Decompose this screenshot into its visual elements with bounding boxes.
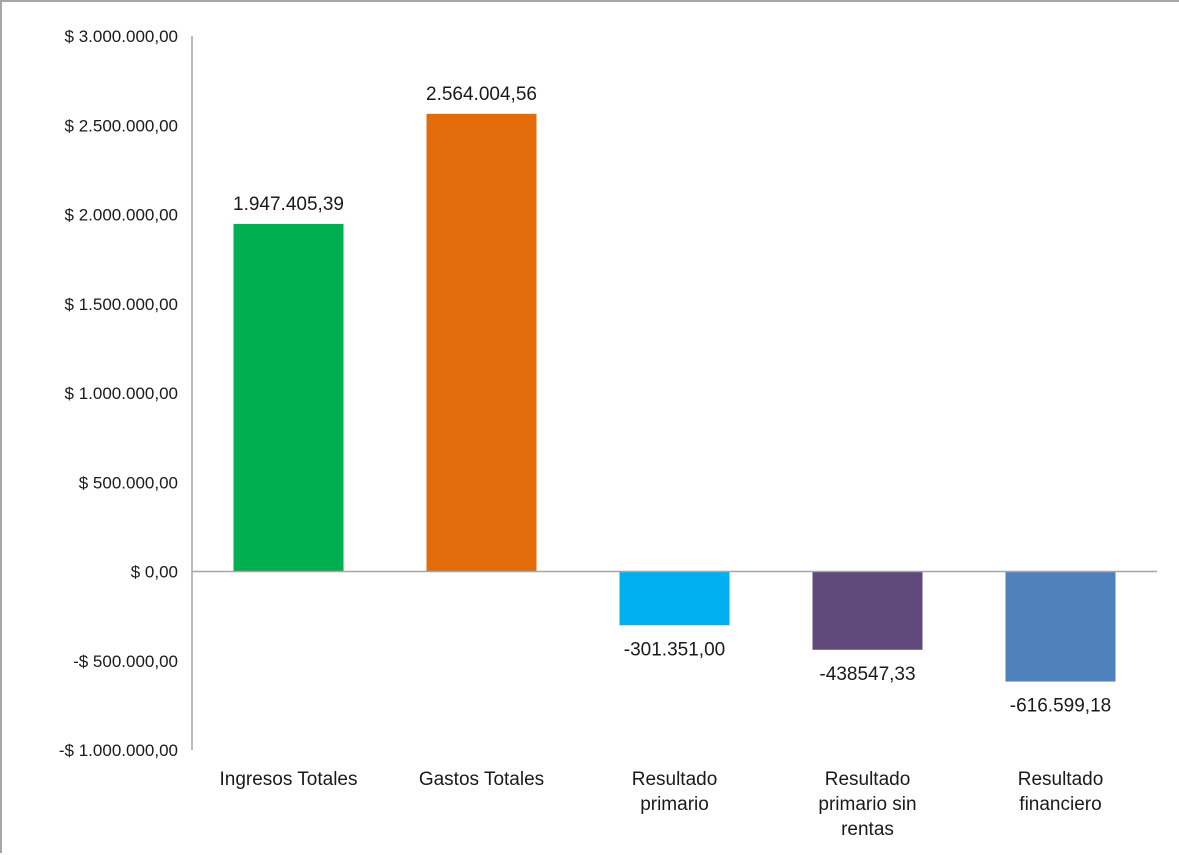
bar-3 — [619, 571, 730, 626]
data-label-1: 1.947.405,39 — [233, 194, 344, 215]
category-labels: Ingresos Totales Gastos Totales Resultado p… — [219, 769, 1103, 840]
category-label-5: Resultado financiero — [1018, 769, 1104, 815]
bar-2 — [426, 113, 537, 572]
y-tick-label: $ 0,00 — [131, 563, 178, 582]
y-tick-label: $ 500.000,00 — [79, 473, 178, 492]
category-label-3: Resultado primario — [632, 769, 718, 815]
y-tick-label: -$ 1.000.000,00 — [59, 741, 178, 760]
data-labels: 1.947.405,39 2.564.004,56 -301.351,00 -4385… — [233, 84, 1111, 717]
category-label-2: Gastos Totales — [419, 769, 544, 790]
y-tick-label: $ 1.000.000,00 — [65, 384, 178, 403]
data-label-4: -438547,33 — [819, 664, 915, 685]
category-label-4: Resultado primario sin rentas — [818, 769, 916, 840]
bars — [233, 113, 1116, 682]
data-label-2: 2.564.004,56 — [426, 84, 537, 105]
bar-4 — [812, 571, 923, 650]
y-tick-label: $ 2.500.000,00 — [65, 116, 178, 135]
y-tick-label: $ 2.000.000,00 — [65, 206, 178, 225]
y-tick-label: -$ 500.000,00 — [73, 652, 178, 671]
y-axis: $ 3.000.000,00 $ 2.500.000,00 $ 2.000.000,… — [59, 27, 193, 760]
bar-5 — [1005, 571, 1116, 682]
data-label-3: -301.351,00 — [624, 639, 725, 660]
data-label-5: -616.599,18 — [1010, 696, 1111, 717]
category-label-1: Ingresos Totales — [219, 769, 357, 790]
y-tick-label: $ 3.000.000,00 — [65, 27, 178, 46]
y-tick-label: $ 1.500.000,00 — [65, 295, 178, 314]
bar-1 — [233, 223, 344, 572]
